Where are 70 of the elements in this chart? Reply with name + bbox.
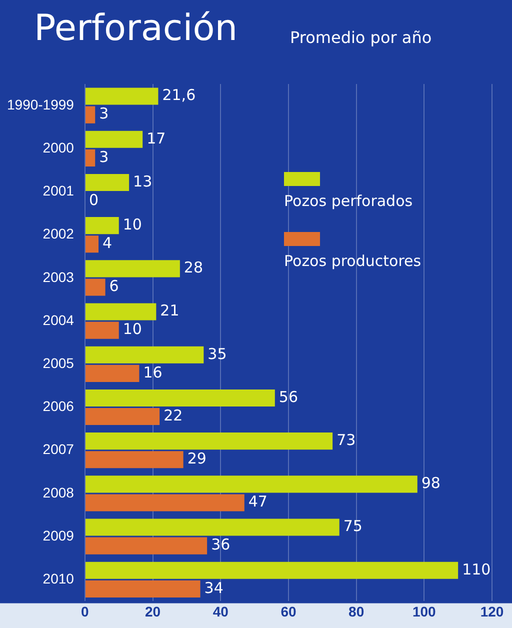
bar (85, 88, 158, 105)
x-tick-label: 80 (348, 603, 364, 620)
bar (85, 303, 156, 320)
bar (85, 260, 180, 278)
y-tick-label: 2001 (42, 182, 74, 199)
y-tick-label: 1990-1999 (7, 96, 74, 112)
bar (85, 174, 130, 192)
bar (85, 149, 96, 166)
bar (85, 451, 184, 468)
data-label: 75 (343, 517, 362, 536)
y-tick-label: 2000 (42, 140, 74, 156)
data-label: 17 (146, 129, 166, 148)
data-label: 3 (99, 104, 109, 123)
data-label: 29 (187, 450, 206, 468)
data-label: 98 (421, 474, 440, 492)
bar (85, 432, 333, 450)
data-label: 21 (160, 302, 180, 320)
data-label: 4 (102, 234, 112, 252)
x-tick-label: 20 (145, 603, 161, 620)
data-label: 36 (211, 536, 230, 554)
data-label: 6 (109, 277, 119, 296)
y-tick-label: 2008 (42, 484, 74, 500)
bar (85, 106, 96, 124)
bar (85, 322, 119, 339)
data-label: 22 (164, 406, 183, 424)
y-tick-label: 2004 (42, 312, 74, 328)
data-label: 73 (336, 430, 356, 449)
data-label: 10 (122, 215, 142, 234)
data-label: 3 (99, 148, 109, 166)
bar (85, 537, 208, 554)
bar (85, 494, 244, 512)
y-tick-label: 2006 (42, 398, 74, 414)
data-label: 0 (88, 190, 98, 209)
bar (85, 278, 106, 296)
data-label: 34 (204, 578, 224, 597)
bar (85, 408, 160, 426)
x-tick-label: 0 (81, 603, 90, 620)
data-label: 28 (184, 258, 204, 277)
legend-label: Pozos perforados (284, 192, 414, 210)
y-tick-label: 2005 (42, 355, 74, 372)
bar (85, 562, 458, 579)
data-label: 47 (248, 492, 268, 511)
bar (85, 389, 275, 407)
bar (85, 518, 340, 536)
bar (85, 364, 140, 382)
y-tick-label: 2002 (42, 226, 74, 242)
x-tick-label: 60 (280, 603, 296, 620)
y-tick-label: 2003 (42, 268, 74, 285)
bar (85, 236, 99, 253)
y-tick-label: 2007 (42, 441, 74, 458)
bar (85, 217, 119, 234)
data-label: 110 (462, 560, 491, 578)
data-label: 56 (278, 388, 298, 406)
chart-title: Perforación (34, 8, 238, 49)
data-label: 13 (133, 172, 152, 190)
y-tick-label: 2009 (42, 527, 74, 544)
bar (85, 130, 143, 148)
data-label: 21,6 (162, 86, 196, 104)
y-tick-label: 2010 (42, 570, 74, 587)
x-tick-label: 120 (480, 603, 504, 620)
bar (85, 346, 204, 364)
data-label: 35 (208, 344, 227, 363)
x-tick-label: 40 (212, 603, 229, 620)
bar (85, 580, 200, 598)
data-label: 10 (122, 320, 142, 338)
x-tick-label: 100 (412, 603, 436, 620)
chart-subtitle: Promedio por año (290, 28, 432, 47)
legend-label: Pozos productores (284, 252, 422, 270)
bar (85, 476, 418, 493)
data-label: 16 (143, 363, 162, 382)
